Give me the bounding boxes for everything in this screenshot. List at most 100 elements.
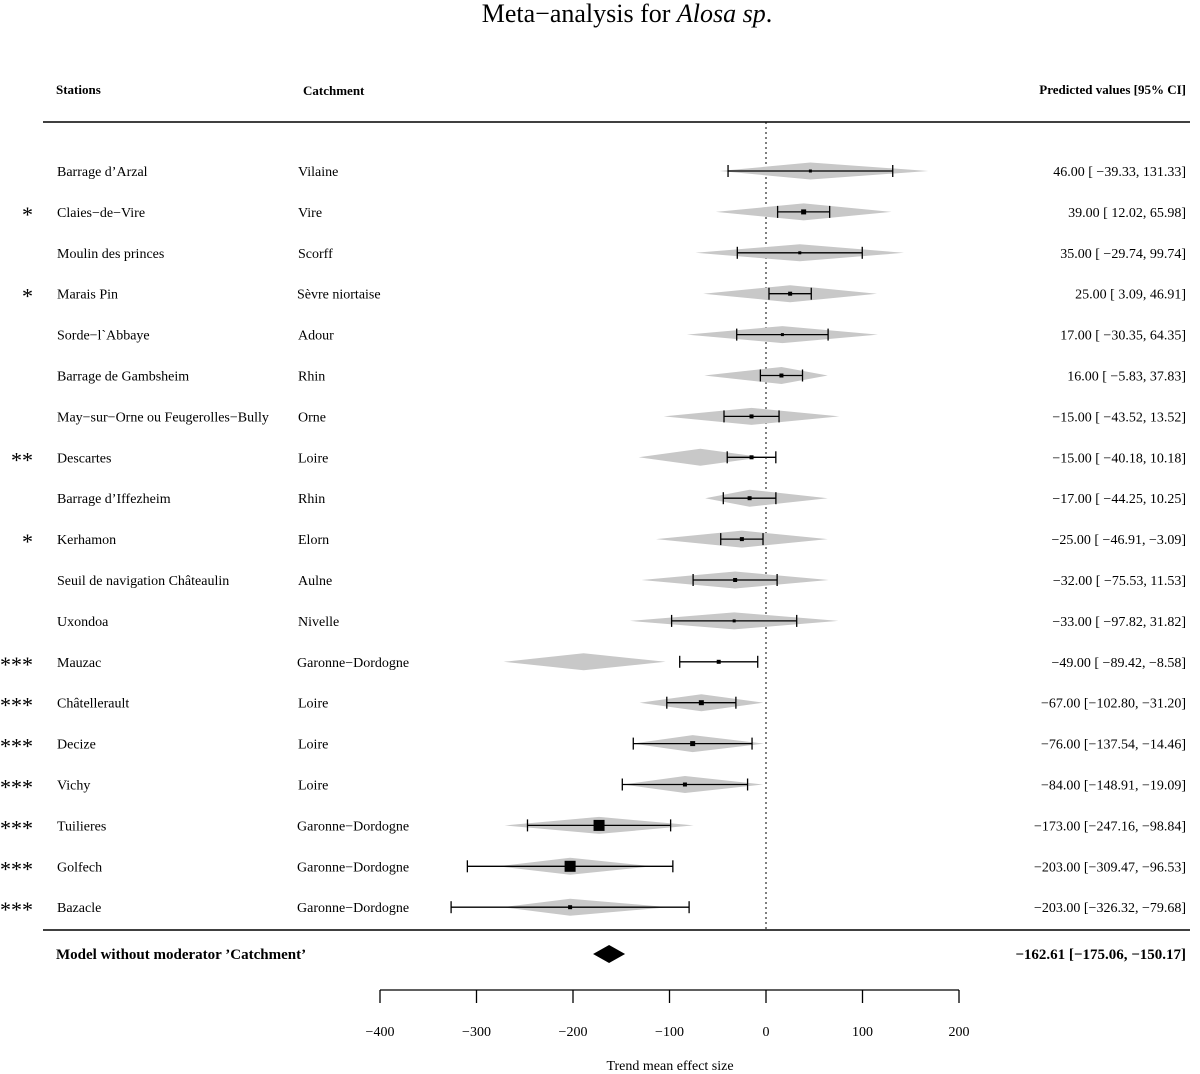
row-4-catchment: Sèvre niortaise [297, 288, 381, 303]
row-2-estimate [801, 209, 807, 215]
interval-layer [450, 165, 894, 914]
x-axis: −400 −300 −200 −100 0 100 200 [366, 989, 970, 1040]
row-2-significance: * [22, 202, 33, 227]
row-18-predicted: −203.00 [−309.47, −96.53] [1034, 860, 1186, 875]
row-16-significance: *** [0, 775, 33, 800]
row-3-station: Moulin des princes [57, 247, 164, 262]
x-tick-label-5: 0 [763, 1025, 770, 1040]
row-19-catchment: Garonne−Dordogne [297, 901, 409, 916]
row-4-significance: * [22, 284, 33, 309]
row-17-estimate [593, 819, 605, 831]
label-layer: Barrage d’Arzal Vilaine 46.00 [ −39.33, 13… [0, 165, 1186, 922]
row-19-predicted: −203.00 [−326.32, −79.68] [1034, 901, 1186, 916]
chart-title-prefix: Meta−analysis for [482, 0, 677, 28]
row-7-station: May−sur−Orne ou Feugerolles−Bully [57, 410, 269, 425]
x-tick-label-4: −100 [655, 1025, 684, 1040]
row-8-catchment: Loire [298, 451, 328, 466]
row-19-significance: *** [0, 897, 33, 922]
row-6-estimate [779, 373, 784, 378]
row-3-predicted: 35.00 [ −29.74, 99.74] [1060, 247, 1186, 262]
row-17-station: Tuilieres [57, 819, 106, 834]
row-7-catchment: Orne [298, 410, 326, 425]
row-11-predicted: −32.00 [ −75.53, 11.53] [1053, 574, 1186, 589]
row-17-significance: *** [0, 815, 33, 840]
row-12-estimate [732, 619, 736, 623]
row-8-station: Descartes [57, 451, 111, 466]
header-catchment: Catchment [303, 83, 365, 98]
row-16-estimate [682, 782, 687, 787]
row-16-predicted: −84.00 [−148.91, −19.09] [1041, 779, 1186, 794]
row-15-estimate [690, 741, 696, 747]
row-14-estimate [698, 700, 704, 706]
row-10-estimate [739, 537, 744, 542]
row-10-catchment: Elorn [298, 533, 329, 548]
row-6-station: Barrage de Gambsheim [57, 370, 189, 385]
row-12-station: Uxondoa [57, 615, 109, 630]
row-9-predicted: −17.00 [ −44.25, 10.25] [1052, 492, 1186, 507]
row-5-station: Sorde−l`Abbaye [57, 329, 150, 344]
chart-title-italic: Alosa sp [675, 0, 766, 28]
row-10-predicted: −25.00 [ −46.91, −3.09] [1051, 533, 1186, 548]
row-16-catchment: Loire [298, 779, 328, 794]
row-1-catchment: Vilaine [298, 165, 338, 180]
row-17-predicted: −173.00 [−247.16, −98.84] [1034, 819, 1186, 834]
x-tick-label-1: −400 [366, 1025, 395, 1040]
row-17-catchment: Garonne−Dordogne [297, 819, 409, 834]
row-19-station: Bazacle [57, 901, 101, 916]
row-8-estimate [749, 455, 754, 460]
row-12-catchment: Nivelle [298, 615, 339, 630]
x-tick-label-7: 200 [949, 1025, 970, 1040]
row-5-catchment: Adour [298, 329, 334, 344]
chart-title: Meta−analysis for Alosa sp. [482, 0, 773, 28]
row-2-catchment: Vire [298, 206, 322, 221]
row-9-estimate [747, 496, 752, 501]
header-predicted: Predicted values [95% CI] [1039, 82, 1186, 97]
row-13-catchment: Garonne−Dordogne [297, 656, 409, 671]
row-4-predicted: 25.00 [ 3.09, 46.91] [1075, 288, 1186, 303]
summary-diamond [593, 945, 626, 963]
row-14-station: Châtellerault [57, 697, 129, 712]
header-stations: Stations [56, 82, 101, 97]
row-13-significance: *** [0, 652, 33, 677]
summary-value: −162.61 [−175.06, −150.17] [1015, 947, 1186, 963]
row-2-station: Claies−de−Vire [57, 206, 145, 221]
row-5-predicted: 17.00 [ −30.35, 64.35] [1060, 329, 1186, 344]
row-7-predicted: −15.00 [ −43.52, 13.52] [1052, 410, 1186, 425]
x-tick-label-3: −200 [559, 1025, 588, 1040]
row-13-estimate [716, 659, 721, 664]
row-1-station: Barrage d’Arzal [57, 165, 148, 180]
row-18-estimate [564, 860, 576, 872]
x-tick-label-6: 100 [852, 1025, 873, 1040]
chart-title-suffix: . [766, 0, 773, 28]
summary-label: Model without moderator ’Catchment’ [56, 947, 306, 963]
row-1-predicted: 46.00 [ −39.33, 131.33] [1053, 165, 1186, 180]
row-12-predicted: −33.00 [ −97.82, 31.82] [1052, 615, 1186, 630]
x-axis-label: Trend mean effect size [606, 1059, 733, 1074]
row-18-catchment: Garonne−Dordogne [297, 860, 409, 875]
row-6-predicted: 16.00 [ −5.83, 37.83] [1067, 370, 1186, 385]
row-3-estimate [798, 251, 802, 255]
row-13-predicted: −49.00 [ −89.42, −8.58] [1051, 656, 1186, 671]
row-4-station: Marais Pin [57, 288, 118, 303]
row-9-catchment: Rhin [298, 492, 325, 507]
row-18-significance: *** [0, 856, 33, 881]
row-14-catchment: Loire [298, 697, 328, 712]
row-11-catchment: Aulne [298, 574, 332, 589]
row-15-predicted: −76.00 [−137.54, −14.46] [1041, 738, 1186, 753]
row-13-station: Mauzac [57, 656, 101, 671]
row-5-estimate [780, 333, 784, 337]
row-9-station: Barrage d’Iffezheim [57, 492, 171, 507]
row-8-significance: ** [11, 447, 33, 472]
row-1-estimate [808, 169, 812, 173]
row-4-estimate [788, 291, 793, 296]
row-16-station: Vichy [57, 779, 90, 794]
row-10-station: Kerhamon [57, 533, 116, 548]
row-7-estimate [749, 414, 754, 419]
diamond-layer [497, 162, 929, 916]
row-18-station: Golfech [57, 860, 102, 875]
row-6-catchment: Rhin [298, 370, 325, 385]
row-11-estimate [733, 578, 738, 582]
row-2-predicted: 39.00 [ 12.02, 65.98] [1068, 206, 1186, 221]
row-3-catchment: Scorff [298, 247, 333, 262]
